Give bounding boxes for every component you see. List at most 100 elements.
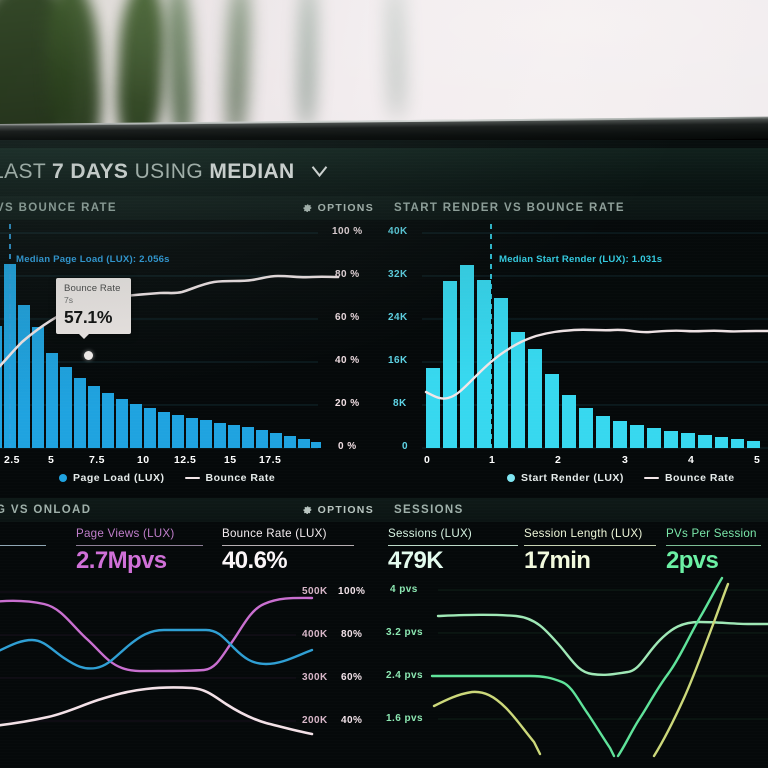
gear-icon (303, 203, 312, 212)
y-axis-tick: 20 % (335, 398, 360, 409)
legend-item[interactable]: Bounce Rate (643, 472, 735, 484)
tooltip-title: Bounce Rate (64, 283, 121, 294)
metric-bounce-rate[interactable]: Bounce Rate (LUX) 40.6% (222, 522, 362, 578)
chart-canvas (0, 224, 340, 449)
panel-header: START RENDER VS BOUNCE RATE (382, 196, 768, 220)
tooltip-value: 57.1% (64, 307, 113, 328)
date-range-selector[interactable]: LAST 7 DAYS USING MEDIAN (0, 160, 329, 184)
panel-page-views-vs-onload: G VS ONLOAD OPTIONS LUX) (0, 498, 384, 768)
toolbar-aggregate: MEDIAN (209, 160, 295, 183)
bounce-rate-tooltip: Bounce Rate 7s 57.1% (56, 278, 131, 340)
legend-item[interactable]: Start Render (LUX) (507, 472, 624, 484)
y-axis-tick: 100 % (332, 226, 363, 237)
y-axis-tick: 4 pvs (390, 584, 418, 595)
y-axis-left-tick: 300K (302, 672, 328, 683)
photo-vignette (0, 0, 768, 132)
x-axis-tick: 4 (688, 454, 695, 466)
y-axis-right-tick: 100% (338, 586, 366, 597)
panel-body: Sessions (LUX) 479K Session Length (LUX)… (382, 522, 768, 768)
metric-label: Sessions (LUX) (388, 527, 473, 540)
y-axis-left-tick: 200K (302, 715, 328, 726)
dashboard-toolbar: LAST 7 DAYS USING MEDIAN (0, 148, 768, 196)
panel-body: LUX) Page Views (LUX) 2.7Mpvs Bounce Rat… (0, 522, 374, 768)
metric-label: LUX) (0, 527, 46, 540)
chart-legend: Start Render (LUX) Bounce Rate (507, 472, 735, 484)
metric-sessions[interactable]: Sessions (LUX) 479K (388, 522, 518, 578)
toolbar-range: 7 DAYS (52, 160, 129, 183)
legend-dot-icon (59, 474, 67, 482)
chart-start-render[interactable]: 40K 32K 24K 16K 8K 0 0 1 2 3 4 5 Median … (382, 220, 768, 488)
chart-canvas (422, 224, 768, 449)
y-axis-tick: 60 % (335, 312, 360, 323)
x-axis-tick: 12.5 (174, 454, 197, 466)
metric-row: LUX) Page Views (LUX) 2.7Mpvs Bounce Rat… (0, 522, 374, 578)
options-label: OPTIONS (317, 504, 374, 516)
bounce-rate-line (0, 274, 340, 368)
metric-label: Page Views (LUX) (76, 527, 175, 540)
chart-sessions[interactable]: 4 pvs 3.2 pvs 2.4 pvs 1.6 pvs (382, 576, 768, 768)
pvs-per-session-line (432, 582, 730, 758)
metric-label: Session Length (LUX) (524, 527, 643, 540)
y-axis-tick: 2.4 pvs (386, 670, 424, 681)
x-axis-tick: 5 (48, 454, 55, 466)
chart-page-views-onload[interactable]: 500K 100% 400K 80% 300K 60% 200K 40% (0, 578, 374, 768)
panel-body: 100 % 80 % 60 % 40 % 20 % 0 % 2.5 5 7.5 … (0, 220, 374, 488)
metric-sessions[interactable]: LUX) (0, 522, 46, 578)
sessions-line (0, 628, 314, 670)
y-axis-tick: 80 % (335, 269, 360, 280)
metric-value: 2pvs (666, 547, 719, 574)
legend-dot-icon (507, 474, 515, 482)
metric-session-length[interactable]: Session Length (LUX) 17min (524, 522, 660, 578)
tooltip-subtitle: 7s (64, 294, 74, 305)
metric-rule (222, 545, 354, 546)
metric-page-views[interactable]: Page Views (LUX) 2.7Mpvs (76, 522, 216, 578)
panel-body: 40K 32K 24K 16K 8K 0 0 1 2 3 4 5 Median … (382, 220, 768, 488)
y-axis-tick: 1.6 pvs (386, 713, 424, 724)
legend-item[interactable]: Bounce Rate (184, 472, 276, 484)
metric-pvs-per-session[interactable]: PVs Per Session 2pvs (666, 522, 768, 578)
legend-label: Bounce Rate (205, 472, 276, 484)
metric-rule (388, 545, 518, 546)
y-axis-right-tick: 80% (341, 629, 363, 640)
y-axis-left-tick: 500K (302, 586, 328, 597)
chevron-down-icon[interactable] (310, 162, 329, 181)
options-button[interactable]: OPTIONS (302, 202, 374, 214)
metric-value: 479K (388, 547, 444, 574)
page-views-line (0, 596, 314, 673)
toolbar-prefix: LAST (0, 160, 46, 183)
chart-page-load[interactable]: 100 % 80 % 60 % 40 % 20 % 0 % 2.5 5 7.5 … (0, 220, 374, 488)
metric-rule (76, 545, 203, 546)
y-axis-right-tick: 60% (341, 672, 363, 683)
panel-sessions: SESSIONS Sessions (LUX) 479K Session Len (382, 498, 768, 768)
x-axis-tick: 2.5 (4, 454, 20, 466)
y-axis-left-tick: 400K (302, 629, 328, 640)
panel-title: G VS ONLOAD (0, 504, 92, 516)
metric-value: 40.6% (222, 547, 288, 574)
y-axis-tick: 40K (388, 226, 408, 237)
y-axis-tick: 32K (388, 269, 408, 280)
metric-rule (524, 545, 656, 546)
background-photo (0, 0, 768, 132)
bounce-rate-line (424, 328, 768, 400)
y-axis-tick: 3.2 pvs (386, 627, 424, 638)
x-axis-tick: 15 (224, 454, 237, 466)
y-axis-tick: 24K (388, 312, 408, 323)
legend-item[interactable]: Page Load (LUX) (59, 472, 165, 484)
legend-label: Page Load (LUX) (73, 472, 165, 484)
panel-header: G VS ONLOAD OPTIONS (0, 498, 384, 522)
toolbar-using: USING (134, 160, 204, 183)
panel-title: START RENDER VS BOUNCE RATE (394, 202, 625, 214)
hover-marker[interactable] (84, 351, 93, 360)
y-axis-tick: 0 (402, 441, 409, 452)
y-axis-right-tick: 40% (341, 715, 363, 726)
monitor-screen: LAST 7 DAYS USING MEDIAN VS BOUNCE RATE … (0, 140, 768, 768)
x-axis-tick: 5 (754, 454, 761, 466)
panel-grid: VS BOUNCE RATE OPTIONS (0, 196, 768, 768)
chart-canvas (430, 576, 768, 758)
y-axis-tick: 0 % (338, 441, 357, 452)
metric-rule (666, 545, 761, 546)
options-button[interactable]: OPTIONS (302, 504, 374, 516)
chart-legend: Page Load (LUX) Bounce Rate (59, 472, 275, 484)
panel-title: SESSIONS (394, 504, 464, 516)
panel-title: VS BOUNCE RATE (0, 202, 117, 214)
